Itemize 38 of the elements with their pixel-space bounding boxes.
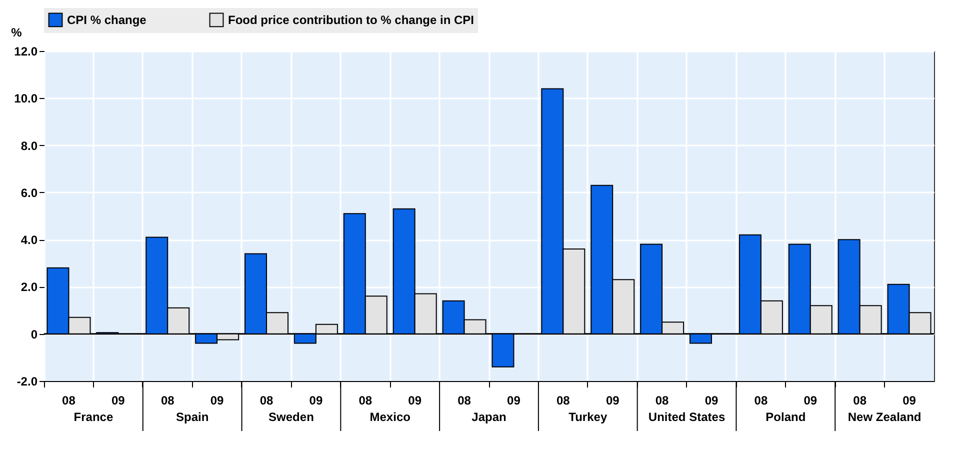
legend-label: CPI % change	[67, 12, 147, 27]
y-tick-label: 2.0	[20, 280, 38, 294]
text: United States	[648, 410, 726, 424]
legend-label: Food price contribution to % change in CPI	[228, 12, 474, 27]
text: New Zealand	[848, 410, 922, 424]
text: France	[74, 410, 114, 424]
y-tick-label: 12.0	[14, 44, 38, 58]
text: Mexico	[370, 410, 410, 424]
x-tick-label: 09	[507, 394, 521, 408]
y-tick-label: 6.0	[20, 186, 38, 200]
text: Sweden	[268, 410, 314, 424]
y-tick-label: -2.0	[16, 374, 38, 388]
text: Japan	[472, 410, 506, 424]
x-tick-label: 09	[210, 394, 224, 408]
x-tick-label: 09	[902, 394, 916, 408]
x-tick-label: 08	[754, 394, 768, 408]
x-tick-label: 08	[358, 394, 372, 408]
x-tick-label: 09	[111, 394, 126, 408]
x-tick-label: 09	[606, 394, 620, 408]
x-tick-label: 08	[160, 394, 175, 408]
x-tick-label: 08	[655, 394, 670, 408]
x-tick-label: 08	[556, 394, 570, 408]
x-tick-label: 08	[260, 394, 274, 408]
x-tick-label: 08	[62, 394, 76, 408]
y-tick-label: 8.0	[20, 138, 38, 153]
text: Spain	[176, 410, 209, 424]
x-tick-label: 09	[804, 394, 818, 408]
x-tick-label: 08	[853, 394, 867, 408]
y-tick-label: 10.0	[14, 92, 38, 106]
x-tick-label: 09	[704, 394, 718, 408]
x-tick-label: 08	[458, 394, 472, 408]
text: Turkey	[568, 410, 608, 424]
y-tick-label: 4.0	[20, 233, 38, 248]
x-tick-label: 09	[309, 394, 323, 408]
x-tick-label: 09	[408, 394, 422, 408]
y-tick-label: 0	[30, 327, 38, 342]
y-axis-title: %	[11, 26, 22, 40]
text: Poland	[766, 410, 806, 424]
